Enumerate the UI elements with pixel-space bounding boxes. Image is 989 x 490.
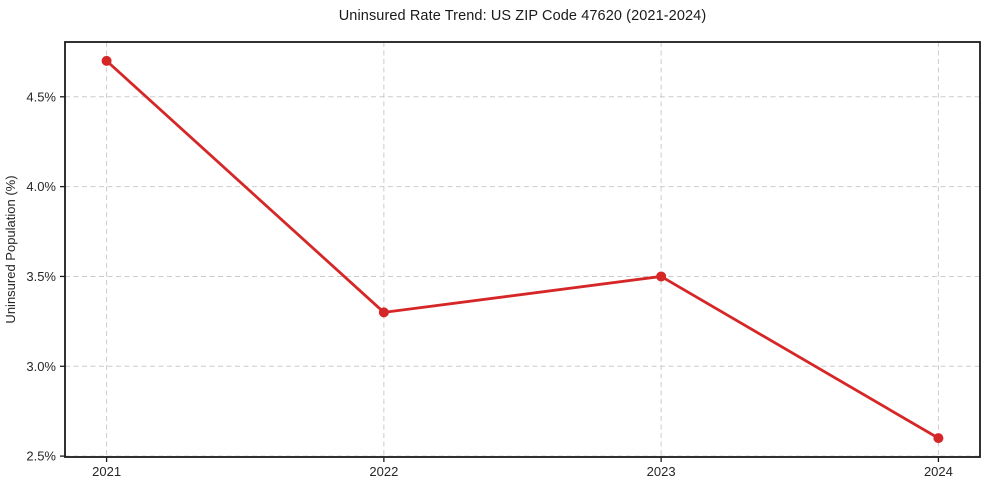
data-point <box>656 271 667 282</box>
y-tick-label: 2.5% <box>26 449 56 464</box>
trend-line <box>105 59 940 440</box>
x-tick-label: 2022 <box>369 464 398 479</box>
data-point <box>101 55 112 66</box>
plot-border <box>64 41 981 458</box>
y-tick-label: 4.0% <box>26 179 56 194</box>
y-axis-label: Uninsured Population (%) <box>3 175 18 323</box>
chart-title: Uninsured Rate Trend: US ZIP Code 47620 … <box>338 8 707 24</box>
y-tick-label: 4.5% <box>26 89 56 104</box>
y-tick-label: 3.0% <box>26 359 56 374</box>
x-tick-label: 2024 <box>924 464 953 479</box>
x-tick-label: 2023 <box>647 464 676 479</box>
data-point <box>378 307 389 318</box>
data-point <box>933 433 944 444</box>
y-tick-label: 3.5% <box>26 269 56 284</box>
x-tick-label: 2021 <box>92 464 121 479</box>
